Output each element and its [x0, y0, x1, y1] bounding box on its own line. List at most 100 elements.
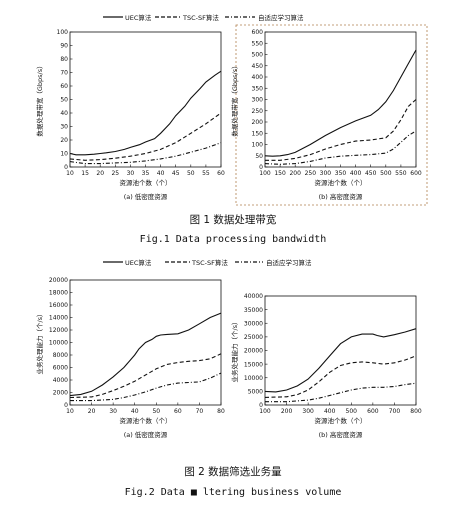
x-tick-label: 60: [217, 170, 225, 177]
plot-frame: [264, 295, 417, 406]
x-tick-label: 20: [96, 170, 104, 177]
y-axis-label: 业务处理能力（个/s）: [35, 310, 44, 374]
y-tick-label: 4000: [53, 377, 68, 384]
x-tick-label: 10: [66, 408, 74, 415]
y-tick-label: 40: [60, 110, 68, 117]
series-line-uec: [69, 70, 222, 156]
series-line-adaptive: [69, 142, 222, 165]
y-tick-label: 350: [252, 85, 264, 92]
y-tick-label: 18000: [49, 290, 68, 297]
figure1-caption-zh: 图 1 数据处理带宽: [189, 214, 277, 226]
x-tick-label: 550: [395, 170, 407, 177]
y-tick-label: 550: [252, 40, 264, 47]
x-tick-label: 200: [289, 170, 301, 177]
legend-label-adaptive: 自适应学习算法: [258, 13, 304, 22]
series-line-tsc-sf: [69, 353, 222, 399]
y-tick-label: 0: [259, 164, 263, 171]
legend-fig1: UEC算法 TSC-SF算法 自适应学习算法: [103, 13, 304, 22]
legend-label-uec-2: UEC算法: [125, 258, 152, 267]
x-tick-label: 250: [305, 170, 317, 177]
x-tick-label: 15: [81, 170, 89, 177]
y-tick-label: 450: [252, 63, 264, 70]
y-tick-label: 100: [252, 142, 264, 149]
chart-subtitle: (a) 低密度资源: [124, 192, 168, 201]
y-tick-label: 8000: [53, 352, 68, 359]
x-tick-label: 80: [217, 408, 225, 415]
x-tick-label: 10: [66, 170, 74, 177]
y-tick-label: 10000: [244, 375, 263, 382]
y-tick-label: 300: [252, 97, 264, 104]
x-tick-label: 20: [88, 408, 96, 415]
series-line-uec: [264, 49, 417, 157]
x-axis-label: 资源池个数（个）: [120, 416, 172, 425]
chart-fig2b: 0 5000 10000 15000 20000 25000 30000 35000 40000…: [230, 293, 422, 439]
x-tick-label: 500: [380, 170, 392, 177]
x-tick-label: 150: [274, 170, 286, 177]
x-tick-label: 40: [157, 170, 165, 177]
x-axis-label: 资源池个数（个）: [120, 178, 172, 187]
x-axis-label: 资源池个数（个）: [315, 178, 367, 187]
y-tick-label: 60: [60, 83, 68, 90]
y-tick-label: 12000: [49, 327, 68, 334]
x-tick-label: 300: [302, 408, 314, 415]
x-tick-label: 200: [281, 408, 293, 415]
series-line-adaptive: [264, 130, 417, 165]
x-tick-label: 800: [410, 408, 422, 415]
x-tick-label: 40: [131, 408, 139, 415]
x-tick-label: 350: [335, 170, 347, 177]
y-tick-label: 0: [64, 164, 68, 171]
chart-fig2a: 0 2000 4000 6000 8000 10000 12000 14000 16000 180…: [35, 277, 225, 439]
x-tick-label: 30: [109, 408, 117, 415]
x-tick-label: 70: [196, 408, 204, 415]
y-tick-label: 20000: [244, 348, 263, 355]
y-tick-label: 80: [60, 56, 68, 63]
legend-label-adaptive-2: 自适应学习算法: [266, 258, 312, 267]
x-tick-label: 300: [320, 170, 332, 177]
legend-label-uec: UEC算法: [125, 13, 152, 22]
y-tick-label: 90: [60, 43, 68, 50]
x-tick-label: 100: [259, 408, 271, 415]
x-tick-label: 35: [142, 170, 150, 177]
y-tick-label: 30000: [244, 320, 263, 327]
x-tick-label: 50: [187, 170, 195, 177]
x-tick-label: 700: [389, 408, 401, 415]
y-tick-label: 16000: [49, 302, 68, 309]
y-tick-label: 15000: [244, 361, 263, 368]
y-tick-label: 0: [259, 402, 263, 409]
x-tick-label: 400: [350, 170, 362, 177]
series-line-adaptive: [265, 382, 417, 403]
x-tick-label: 30: [127, 170, 135, 177]
series-line-adaptive: [70, 372, 222, 402]
plot-frame: [69, 31, 222, 168]
x-tick-label: 45: [172, 170, 180, 177]
series-line-uec: [69, 312, 222, 397]
y-tick-label: 0: [64, 402, 68, 409]
x-tick-label: 450: [365, 170, 377, 177]
highlight-box: [235, 24, 428, 206]
x-tick-label: 50: [152, 408, 160, 415]
y-tick-label: 50: [60, 97, 68, 104]
y-tick-label: 10: [60, 151, 68, 158]
y-tick-label: 2000: [53, 390, 68, 397]
x-tick-label: 55: [202, 170, 210, 177]
y-tick-label: 20: [60, 137, 68, 144]
x-tick-label: 60: [174, 408, 182, 415]
x-tick-label: 500: [346, 408, 358, 415]
y-tick-label: 100: [57, 29, 69, 36]
plot-frame: [264, 31, 417, 168]
y-tick-label: 50: [255, 153, 263, 160]
y-tick-label: 14000: [49, 315, 68, 322]
x-tick-label: 600: [410, 170, 422, 177]
y-tick-label: 40000: [244, 293, 263, 300]
legend-label-tsc: TSC-SF算法: [182, 13, 219, 22]
chart-subtitle: (b) 高密度资源: [319, 192, 363, 201]
figure1-caption-en: Fig.1 Data processing bandwidth: [139, 234, 327, 245]
y-tick-label: 30: [60, 124, 68, 131]
y-tick-label: 6000: [53, 365, 68, 372]
series-line-tsc-sf: [264, 355, 417, 398]
x-tick-label: 25: [111, 170, 119, 177]
y-axis-label: 业务处理能力（个/s）: [230, 318, 239, 382]
